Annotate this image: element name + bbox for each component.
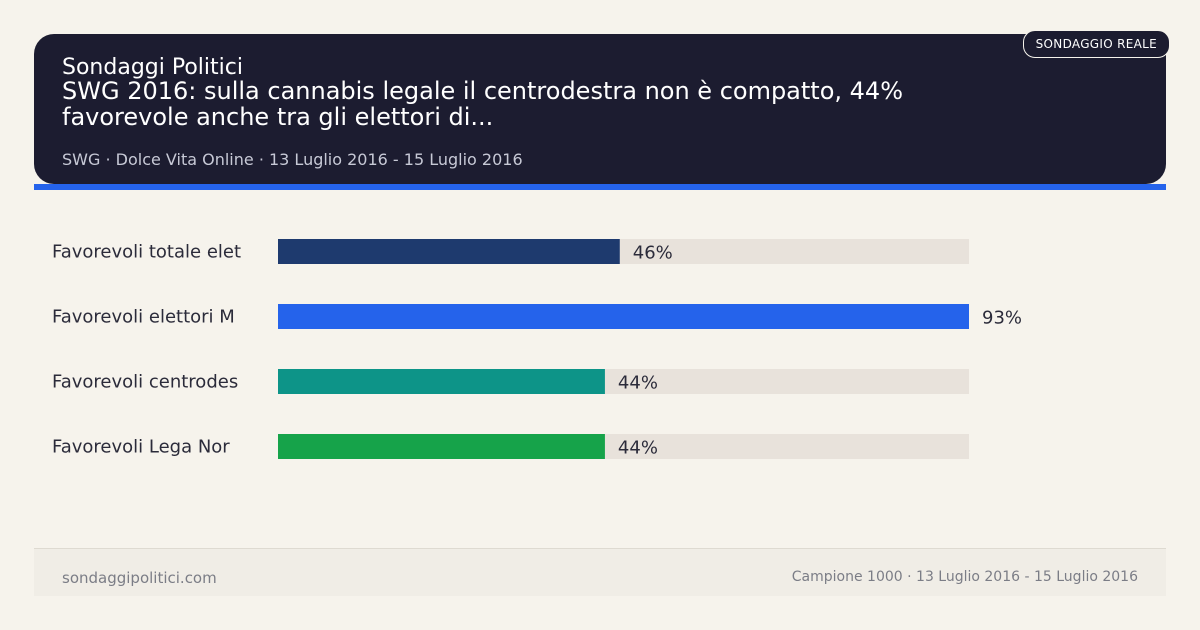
value-label: 44% — [618, 373, 658, 394]
bars-group: Favorevoli totale elet 46% Favorevoli elet… — [52, 239, 1022, 459]
brand-title: Sondaggi Politici — [62, 55, 243, 80]
bar — [278, 434, 605, 459]
bar — [278, 304, 969, 329]
footer-info: Campione 1000 · 13 Luglio 2016 - 15 Lugl… — [791, 569, 1138, 585]
category-label: Favorevoli Lega Nor — [52, 437, 230, 458]
value-label: 46% — [633, 243, 673, 264]
footer-site: sondaggipolitici.com — [62, 569, 217, 587]
category-label: Favorevoli elettori M — [52, 307, 235, 328]
header-accent-line — [34, 184, 1166, 190]
footer: sondaggipolitici.com Campione 1000 · 13 … — [34, 548, 1166, 596]
value-label: 44% — [618, 438, 658, 459]
category-label: Favorevoli centrodes — [52, 372, 238, 393]
bar — [278, 369, 605, 394]
value-label: 93% — [982, 308, 1022, 329]
page-title: SWG 2016: sulla cannabis legale il centr… — [62, 77, 903, 131]
bar — [278, 239, 620, 264]
header-card — [34, 34, 1166, 184]
poll-badge: SONDAGGIO REALE — [1022, 30, 1170, 58]
category-label: Favorevoli totale elet — [52, 242, 241, 263]
poll-meta: SWG · Dolce Vita Online · 13 Luglio 2016… — [62, 150, 523, 169]
